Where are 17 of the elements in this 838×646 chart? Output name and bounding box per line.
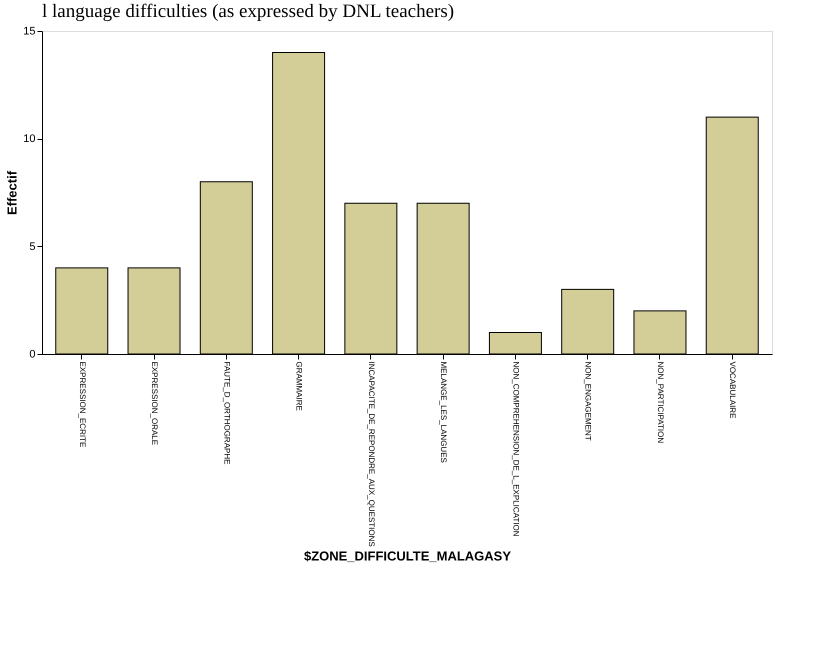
x-tick-label: EXPRESSION_ECRITE (78, 362, 87, 448)
x-tick-label: GRAMMAIRE (294, 362, 304, 411)
x-tick-label: NON_ENGAGEMENT (584, 362, 593, 441)
x-tick-label: MELANGE_LES_LANGUES (439, 362, 448, 463)
x-tick-label: FAUTE_D_ORTHOGRAPHE (222, 362, 232, 464)
x-axis-title: $ZONE_DIFFICULTE_MALAGASY (304, 548, 512, 564)
y-tick-label: 15 (23, 26, 36, 38)
x-tick-label: EXPRESSION_ORALE (150, 362, 160, 446)
y-axis-title: Effectif (4, 170, 20, 216)
x-tick-label: INCAPACITE_DE_REPONDRE_AUX_QUESTIONS (366, 362, 376, 547)
chart-title: l language difficulties (as expressed by DNL teachers) (42, 1, 454, 22)
x-tick-label: NON_PARTICIPATION (656, 362, 665, 444)
x-tick-label: VOCABULAIRE (728, 362, 738, 418)
y-tick-label: 5 (29, 240, 36, 253)
y-tick-label: 10 (23, 133, 36, 146)
x-tick-label: NON_COMPREHENSION_DE_L_EXPLICATION (511, 362, 520, 537)
y-tick-label: 0 (29, 348, 36, 360)
